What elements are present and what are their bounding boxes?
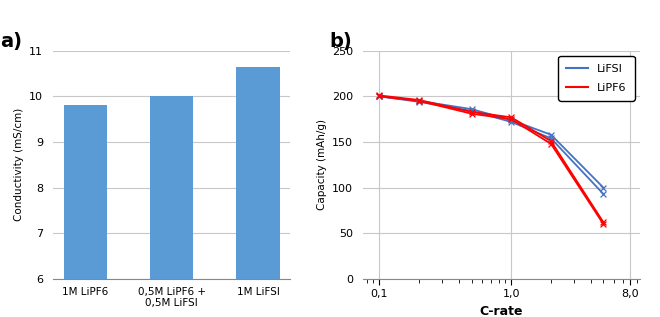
- Text: a): a): [1, 32, 22, 51]
- Point: [546, 139, 556, 144]
- Y-axis label: Capacity (mAh/g): Capacity (mAh/g): [317, 119, 327, 210]
- Point: [546, 136, 556, 141]
- Point: [467, 107, 477, 112]
- Point: [506, 118, 517, 123]
- Point: [414, 98, 424, 103]
- Point: [374, 94, 385, 99]
- Legend: LiFSI, LiPF6: LiFSI, LiPF6: [558, 56, 635, 101]
- Bar: [150, 96, 193, 317]
- Point: [598, 222, 609, 227]
- Point: [374, 93, 385, 98]
- Point: [467, 108, 477, 113]
- Point: [414, 98, 424, 103]
- Point: [506, 117, 517, 122]
- Point: [506, 120, 517, 125]
- Y-axis label: Conductivity (mS/cm): Conductivity (mS/cm): [13, 108, 24, 222]
- Point: [467, 111, 477, 116]
- Point: [598, 185, 609, 190]
- Point: [506, 115, 517, 120]
- Point: [374, 94, 385, 99]
- Point: [546, 141, 556, 146]
- Point: [546, 132, 556, 137]
- Point: [414, 99, 424, 104]
- Point: [374, 94, 385, 99]
- Bar: [236, 67, 280, 317]
- Point: [414, 98, 424, 103]
- X-axis label: C-rate: C-rate: [480, 305, 523, 317]
- Point: [598, 191, 609, 197]
- Point: [598, 220, 609, 225]
- Text: b): b): [330, 32, 352, 51]
- Point: [467, 109, 477, 114]
- Bar: [63, 106, 107, 317]
